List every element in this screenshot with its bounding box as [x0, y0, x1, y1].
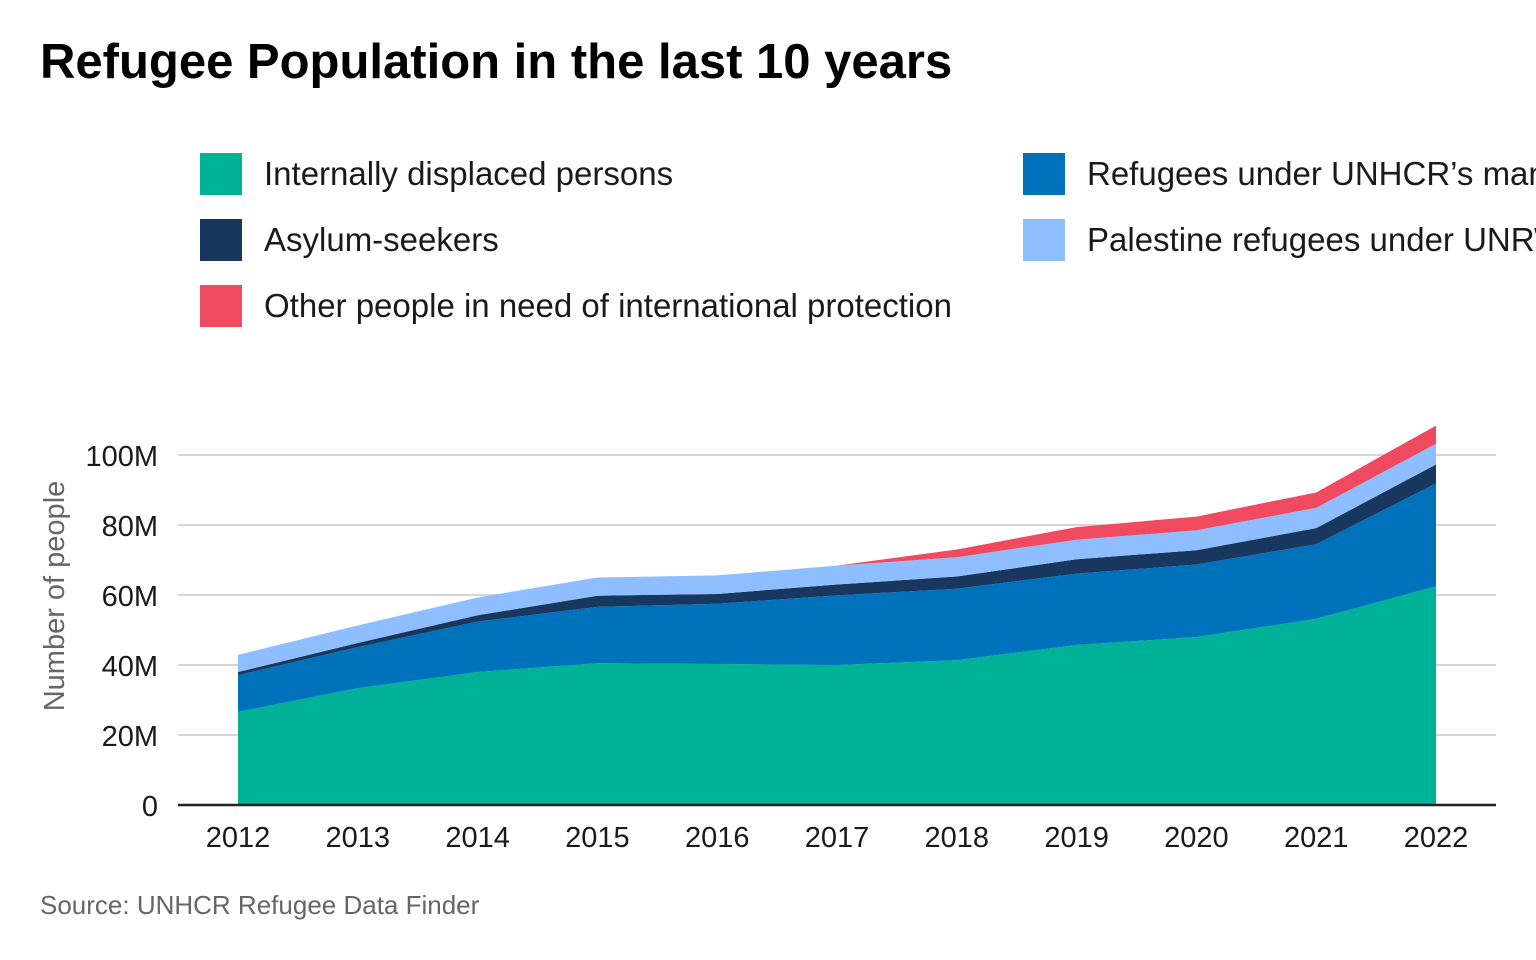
chart-title: Refugee Population in the last 10 years — [40, 35, 953, 89]
x-tick-label: 2016 — [685, 822, 750, 854]
x-tick-label: 2017 — [805, 822, 870, 854]
y-tick-label: 80M — [102, 511, 158, 543]
x-tick-label: 2020 — [1164, 822, 1229, 854]
y-axis-label: Number of people — [39, 481, 71, 712]
y-tick-label: 0 — [142, 791, 158, 823]
x-tick-label: 2012 — [206, 822, 271, 854]
area-internally-displaced-persons — [238, 586, 1436, 805]
x-tick-label: 2018 — [925, 822, 990, 854]
area-refugees-under-unhcr-s-mandate — [238, 483, 1436, 712]
y-tick-label: 20M — [102, 721, 158, 753]
x-tick-label: 2021 — [1284, 822, 1349, 854]
x-axis-ticks: 2012 2013 2014 2015 2016 2017 2018 2019 2020 2021… — [206, 822, 1469, 854]
y-tick-label: 60M — [102, 581, 158, 613]
x-tick-label: 2014 — [445, 822, 510, 854]
x-tick-label: 2013 — [326, 822, 391, 854]
y-tick-label: 40M — [102, 651, 158, 683]
source-note: Source: UNHCR Refugee Data Finder — [40, 890, 480, 920]
x-tick-label: 2022 — [1404, 822, 1469, 854]
x-tick-label: 2019 — [1044, 822, 1109, 854]
x-tick-label: 2015 — [565, 822, 630, 854]
y-axis-ticks: 0 20M 40M 60M 80M 100M — [85, 441, 158, 823]
area-series — [238, 425, 1436, 805]
y-tick-label: 100M — [85, 441, 158, 473]
